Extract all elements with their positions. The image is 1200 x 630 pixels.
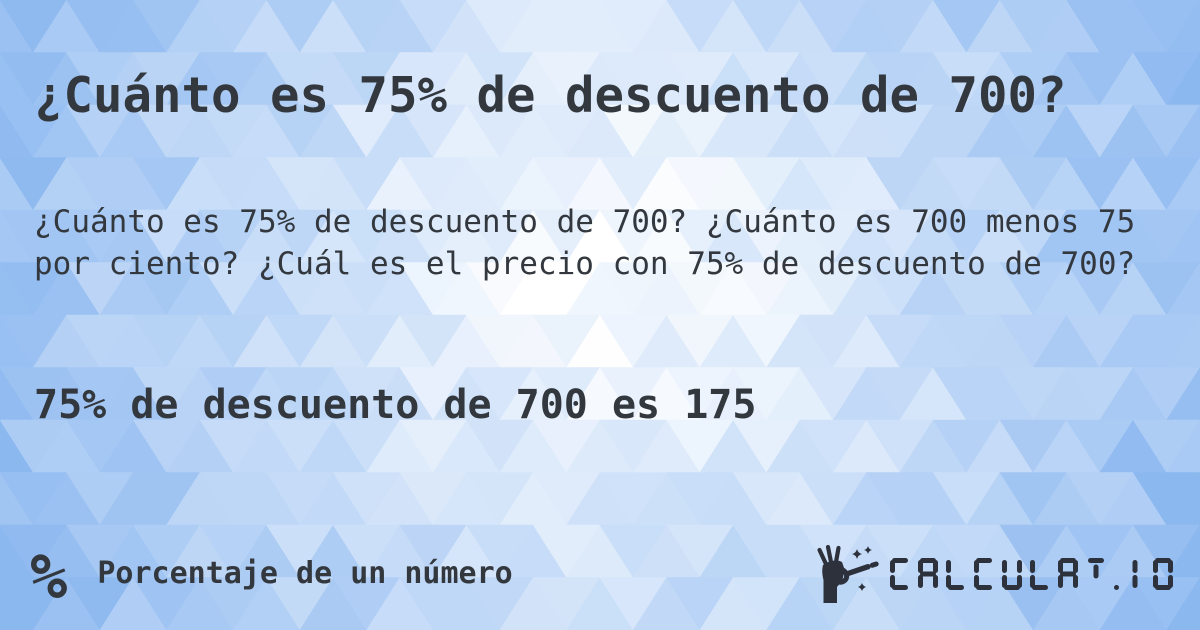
question-text: ¿Cuánto es 75% de descuento de 700? ¿Cuá…: [34, 204, 1136, 282]
page-title: ¿Cuánto es 75% de descuento de 700?: [34, 66, 1067, 124]
footer: % Porcentaje de un número: [30, 540, 1174, 608]
percent-icon: %: [30, 540, 68, 613]
lcd-logo-text: [890, 558, 1173, 590]
hand-magic-wand-icon: [817, 545, 879, 603]
category: % Porcentaje de un número: [30, 540, 513, 608]
calculatio-logo[interactable]: CALCULAT.IO: [816, 545, 1174, 603]
answer-text: 75% de descuento de 700 es 175: [34, 382, 757, 428]
category-label: Porcentaje de un número: [97, 556, 513, 591]
